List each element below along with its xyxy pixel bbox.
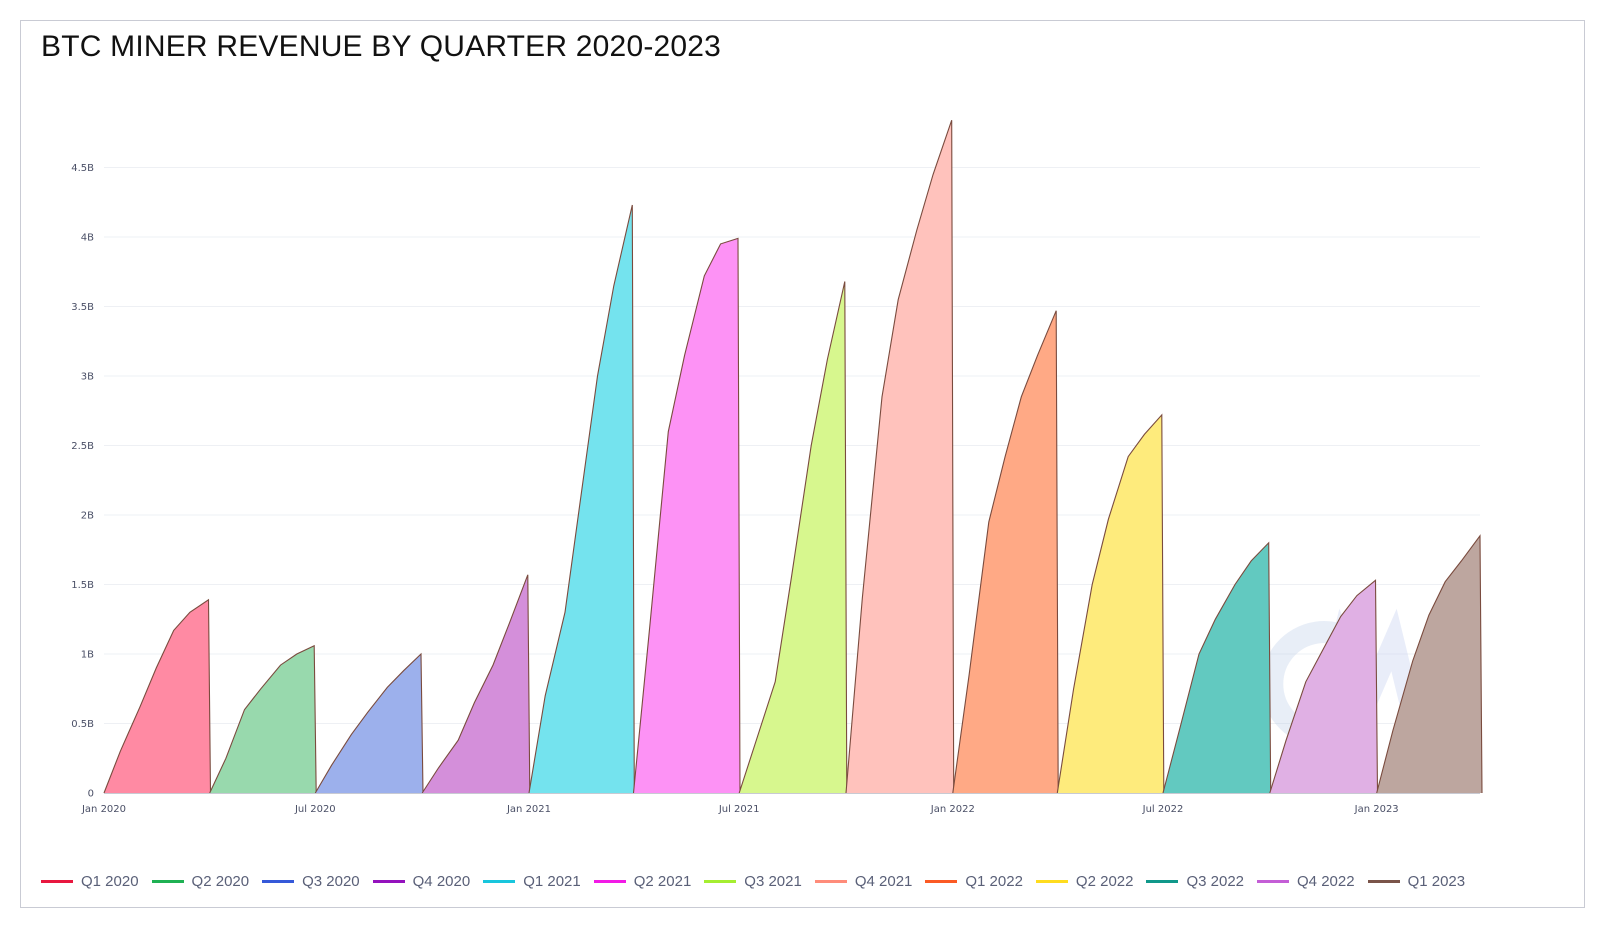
legend-label: Q4 2021 bbox=[854, 872, 913, 890]
series-line-q1-2020 bbox=[103, 598, 212, 794]
y-tick-label: 1.5B bbox=[71, 580, 94, 591]
legend-label: Q3 2021 bbox=[744, 872, 802, 890]
series-area-q4-2022 bbox=[1269, 580, 1378, 793]
legend-swatch bbox=[1367, 879, 1400, 883]
x-tick-label: Jan 2023 bbox=[1354, 804, 1399, 815]
y-tick-label: 3B bbox=[81, 372, 94, 383]
x-tick-label: Jan 2022 bbox=[930, 804, 975, 815]
series-line-q3-2022 bbox=[1162, 541, 1272, 794]
series-areas bbox=[103, 120, 1483, 794]
series-line-q2-2020 bbox=[209, 644, 317, 794]
legend-item-q2-2021[interactable]: Q2 2021 bbox=[593, 872, 692, 890]
legend-label: Q2 2022 bbox=[1075, 872, 1134, 890]
series-line-q1-2023 bbox=[1376, 534, 1483, 794]
legend-item-q2-2022[interactable]: Q2 2022 bbox=[1035, 872, 1134, 890]
y-tick-label: 0.5B bbox=[71, 719, 94, 730]
y-tick-label: 0 bbox=[88, 789, 94, 800]
series-area-q1-2020 bbox=[104, 599, 211, 793]
legend-label: Q2 2020 bbox=[191, 872, 250, 890]
legend-swatch bbox=[151, 879, 184, 883]
legend-item-q4-2020[interactable]: Q4 2020 bbox=[372, 872, 471, 890]
series-line-q2-2021 bbox=[632, 237, 741, 794]
legend-item-q2-2020[interactable]: Q2 2020 bbox=[151, 872, 250, 890]
chart-legend: Q1 2020 Q2 2020 Q3 2020 Q4 2020 Q1 2021 Q2 20… bbox=[41, 871, 1478, 891]
legend-item-q1-2020[interactable]: Q1 2020 bbox=[41, 873, 139, 890]
series-area-q1-2022 bbox=[952, 310, 1059, 793]
legend-label: Q1 2021 bbox=[523, 872, 581, 890]
series-line-q4-2020 bbox=[421, 574, 531, 794]
legend-item-q1-2021[interactable]: Q1 2021 bbox=[483, 873, 581, 890]
legend-swatch bbox=[41, 879, 73, 883]
series-area-q4-2020 bbox=[422, 574, 530, 793]
legend-swatch bbox=[593, 879, 626, 883]
chart-title: BTC MINER REVENUE BY QUARTER 2020-2023 bbox=[41, 30, 722, 63]
legend-item-q3-2020[interactable]: Q3 2020 bbox=[262, 873, 360, 890]
legend-swatch bbox=[925, 879, 958, 883]
legend-swatch bbox=[483, 879, 516, 883]
legend-label: Q3 2022 bbox=[1186, 872, 1245, 890]
y-tick-label: 1B bbox=[81, 650, 94, 661]
legend-label: Q2 2021 bbox=[633, 872, 692, 890]
x-tick-label: Jul 2020 bbox=[294, 804, 336, 815]
series-area-q1-2023 bbox=[1376, 535, 1482, 793]
y-tick-label: 3.5B bbox=[71, 302, 94, 313]
legend-swatch bbox=[372, 879, 405, 883]
series-area-q2-2021 bbox=[633, 238, 740, 793]
series-line-q1-2022 bbox=[952, 310, 1059, 794]
y-tick-label: 4.5B bbox=[71, 163, 94, 174]
legend-swatch bbox=[814, 879, 847, 883]
series-line-q3-2021 bbox=[738, 281, 848, 794]
x-tick-label: Jan 2021 bbox=[506, 804, 551, 815]
legend-item-q1-2023[interactable]: Q1 2023 bbox=[1367, 872, 1466, 890]
legend-swatch bbox=[1257, 879, 1290, 883]
series-area-q3-2020 bbox=[315, 654, 423, 793]
series-area-q1-2021 bbox=[529, 205, 635, 793]
series-area-q2-2022 bbox=[1057, 414, 1164, 793]
legend-label: Q1 2023 bbox=[1407, 872, 1466, 890]
legend-item-q4-2021[interactable]: Q4 2021 bbox=[814, 872, 913, 890]
series-line-q4-2022 bbox=[1269, 579, 1379, 794]
series-line-q2-2022 bbox=[1056, 413, 1165, 794]
legend-label: Q1 2020 bbox=[81, 872, 139, 890]
legend-item-q3-2022[interactable]: Q3 2022 bbox=[1146, 873, 1244, 890]
series-area-q2-2020 bbox=[209, 645, 317, 793]
x-tick-label: Jul 2021 bbox=[718, 804, 760, 815]
legend-swatch bbox=[704, 879, 737, 883]
series-area-q3-2022 bbox=[1163, 542, 1271, 793]
legend-item-q4-2022[interactable]: Q4 2022 bbox=[1257, 873, 1355, 890]
x-tick-label: Jul 2022 bbox=[1142, 804, 1184, 815]
legend-swatch bbox=[262, 879, 295, 883]
legend-item-q1-2022[interactable]: Q1 2022 bbox=[925, 873, 1023, 890]
series-area-q4-2021 bbox=[846, 120, 954, 793]
axes: 0 0.5B 1B 1.5B 2B 2.5B 3B 3.5B 4B 4.5B Jan 2020 Jul… bbox=[71, 163, 1480, 815]
legend-label: Q1 2022 bbox=[965, 872, 1023, 890]
legend-swatch bbox=[1035, 879, 1068, 883]
series-area-q3-2021 bbox=[739, 281, 847, 793]
y-tick-label: 2.5B bbox=[71, 441, 94, 452]
series-line-q4-2021 bbox=[845, 120, 955, 794]
legend-item-q3-2021[interactable]: Q3 2021 bbox=[704, 873, 802, 890]
legend-swatch bbox=[1146, 879, 1179, 883]
legend-label: Q4 2022 bbox=[1297, 872, 1355, 890]
legend-label: Q4 2020 bbox=[412, 872, 471, 890]
x-tick-label: Jan 2020 bbox=[81, 804, 126, 815]
legend-label: Q3 2020 bbox=[302, 872, 360, 890]
y-tick-label: 4B bbox=[81, 233, 94, 244]
y-tick-label: 2B bbox=[81, 511, 94, 522]
series-line-q1-2021 bbox=[528, 204, 635, 794]
series-line-q3-2020 bbox=[314, 652, 424, 794]
